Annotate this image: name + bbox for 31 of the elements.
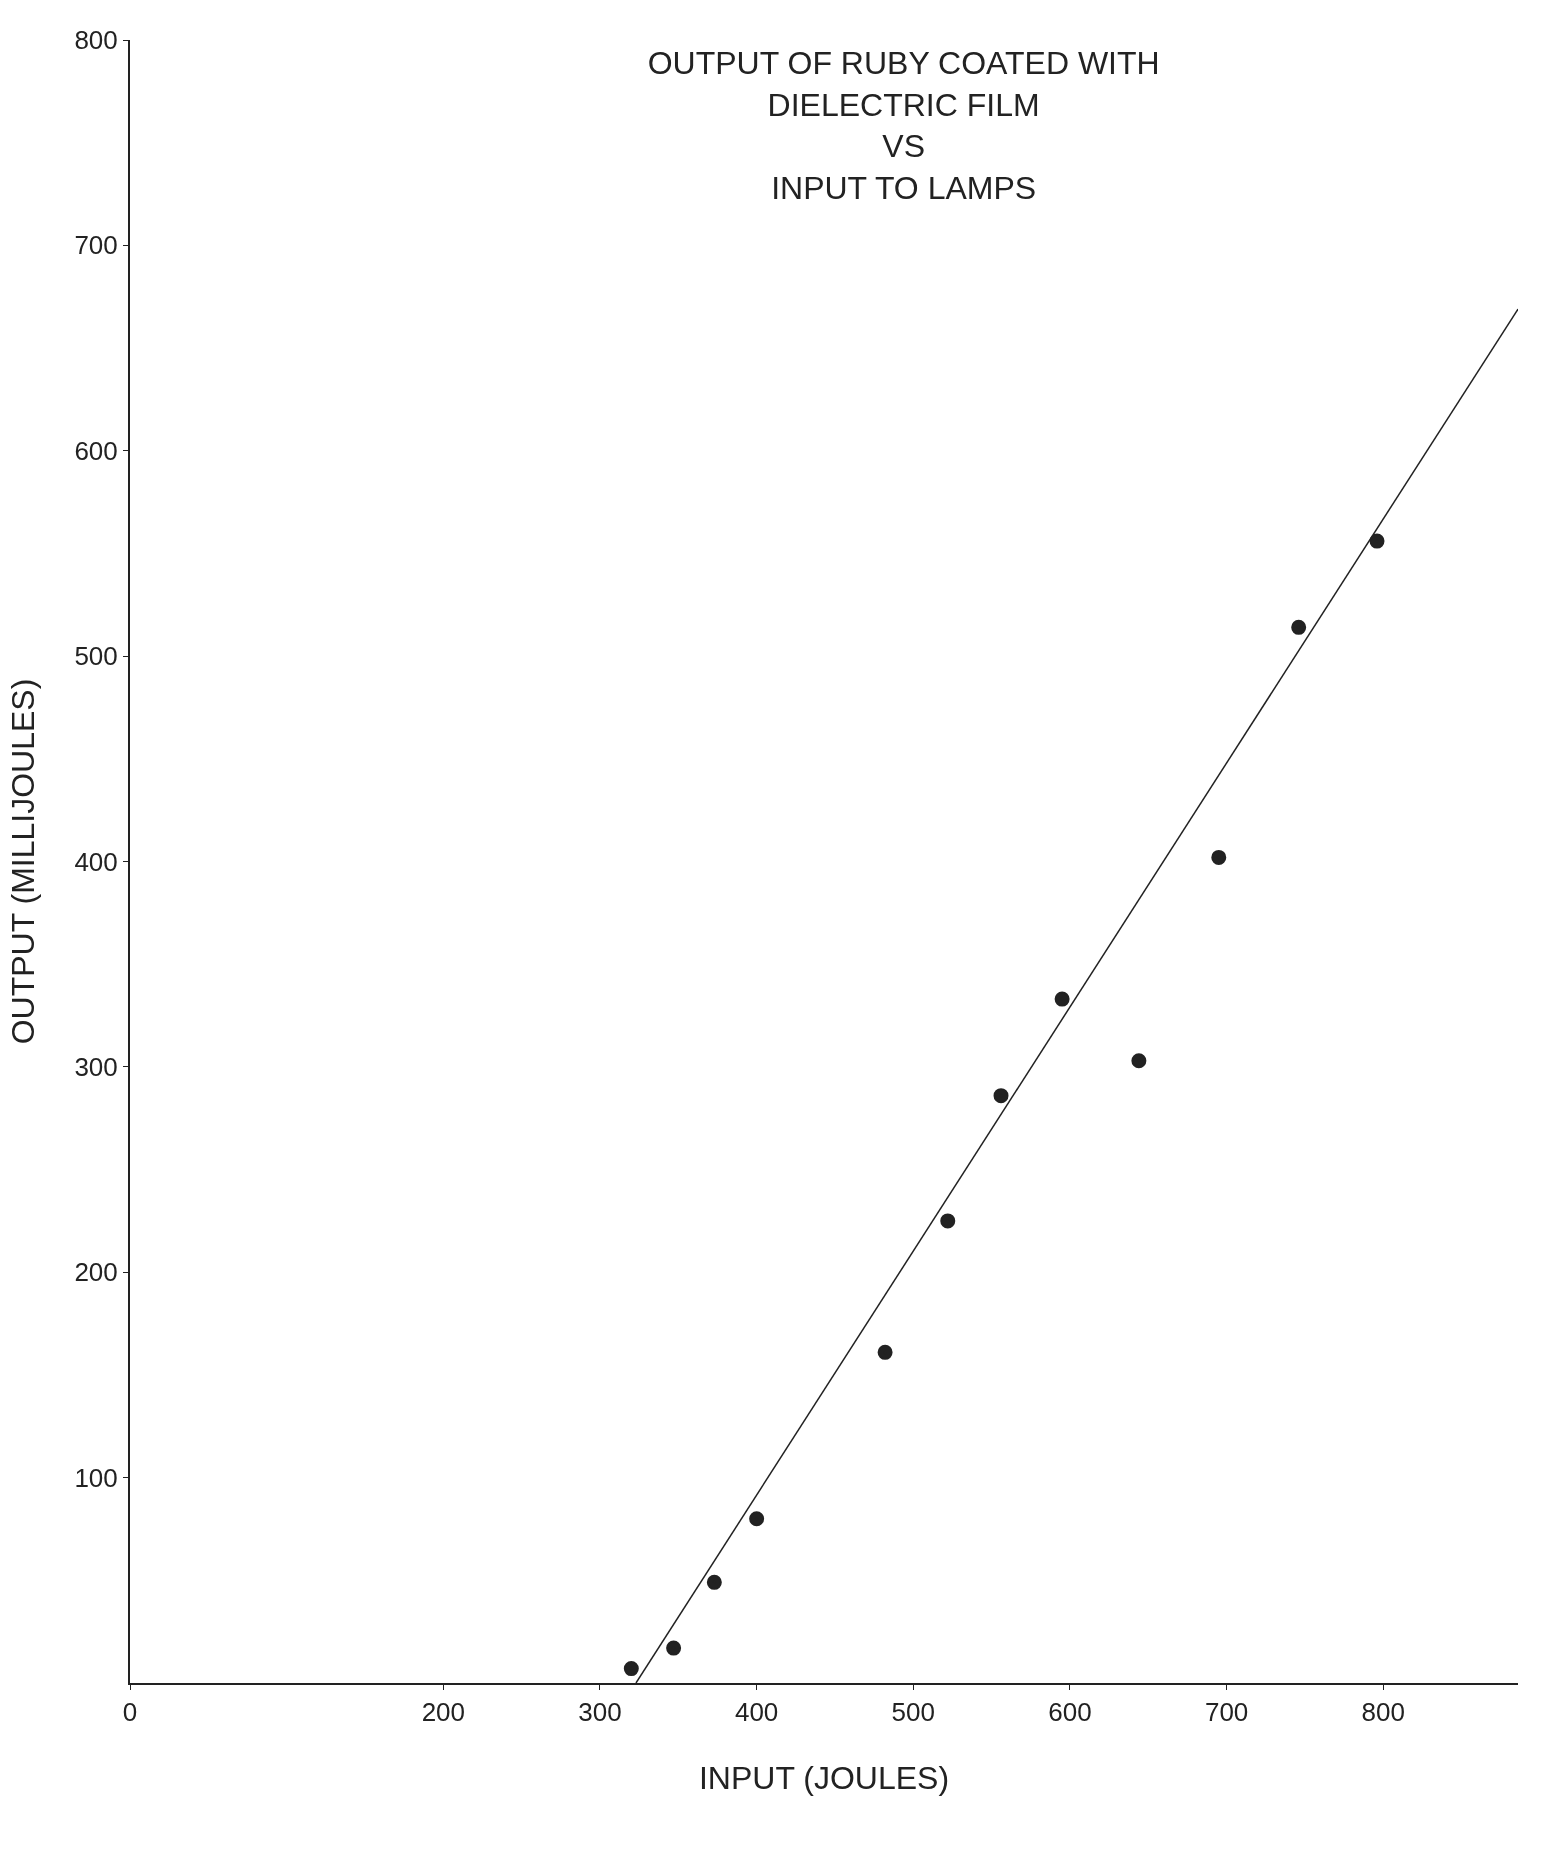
y-axis-title: OUTPUT (MILLIJOULES) [5, 678, 42, 1045]
x-tick-label: 200 [421, 1697, 466, 1728]
x-tick-label: 600 [1048, 1697, 1092, 1728]
y-tick-label: 100 [74, 1462, 118, 1493]
y-tick-label: 700 [74, 230, 118, 261]
y-tick-label: 500 [74, 641, 118, 672]
point [1211, 849, 1227, 865]
point [623, 1661, 639, 1677]
y-tick-label: 400 [74, 846, 118, 877]
point [666, 1640, 682, 1656]
point [1369, 533, 1385, 549]
x-tick-label: 0 [122, 1697, 138, 1728]
x-tick-label: 800 [1361, 1697, 1405, 1728]
point [1131, 1053, 1147, 1069]
text: OUTPUT OF RUBY COATED WITH DIELECTRIC FILM VS INPUT TO LAMPS [647, 45, 1160, 206]
point [993, 1088, 1009, 1104]
point [749, 1511, 765, 1527]
point [1054, 991, 1070, 1007]
y-tick-label: 800 [74, 25, 118, 56]
point [877, 1344, 893, 1360]
x-axis-title: INPUT (JOULES) [698, 1759, 950, 1796]
point [706, 1574, 722, 1590]
point [1291, 619, 1307, 635]
y-tick-label: 300 [74, 1051, 118, 1082]
x-tick-label: 500 [891, 1697, 935, 1728]
y-tick-label: 200 [74, 1257, 118, 1288]
x-tick-label: 400 [734, 1697, 779, 1728]
point [940, 1213, 956, 1229]
y-tick-label: 600 [74, 435, 118, 466]
x-tick-label: 300 [578, 1697, 622, 1728]
x-tick-label: 700 [1204, 1697, 1249, 1728]
